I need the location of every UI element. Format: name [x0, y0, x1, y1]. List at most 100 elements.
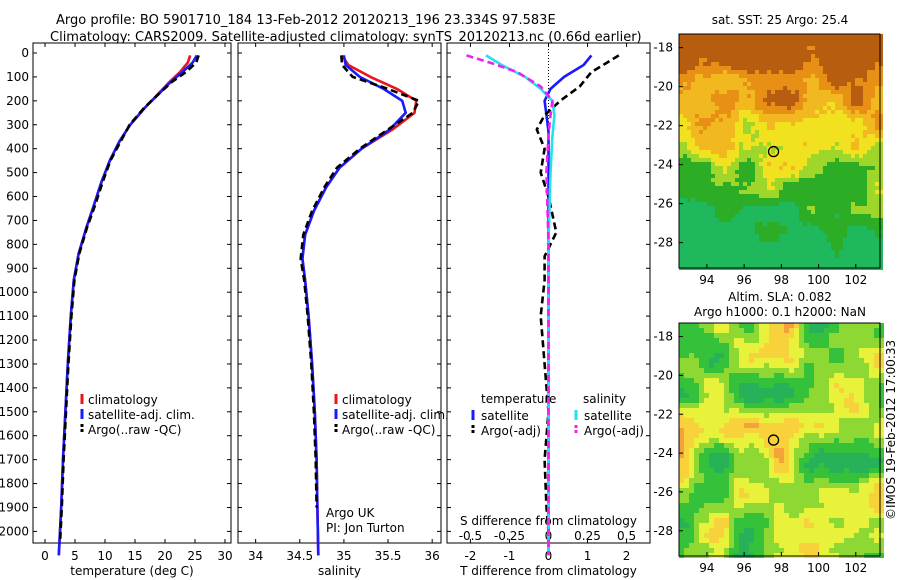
xtick-label-temperature: 30 [217, 549, 232, 563]
xlabel-salinity: salinity [318, 564, 361, 578]
map-ytick-label: -24 [653, 446, 673, 460]
map-ytick-label: -28 [653, 524, 673, 538]
xtick-s-label: 0.25 [574, 529, 601, 543]
map-ytick-label: -22 [653, 407, 673, 421]
map-ytick-label: -18 [653, 41, 673, 55]
xtick-label-salinity: 34.5 [286, 549, 313, 563]
annotation-line: PI: Jon Turton [326, 521, 405, 535]
series-difference-argo-adj- [466, 54, 554, 556]
annotation-line: Argo UK [326, 506, 375, 520]
xtick-label-difference: -2 [464, 549, 476, 563]
xtick-label-difference: 2 [623, 549, 631, 563]
ytick-label: 1000 [0, 285, 29, 299]
legend-entry-temperature: satellite-adj. clim. [88, 408, 195, 422]
legend-entry-difference: satellite [481, 409, 529, 423]
map-frame-sla_map [678, 322, 881, 557]
figure-title-line1: Argo profile: BO 5901710_184 13-Feb-2012… [56, 13, 556, 28]
map-xtick-label: 96 [736, 273, 751, 287]
ytick-label: 1200 [0, 333, 29, 347]
legend-entry-salinity: climatology [342, 393, 412, 407]
series-difference-argo-adj- [535, 54, 620, 544]
figure-title-line2: Climatology: CARS2009. Satellite-adjuste… [50, 30, 642, 45]
map-sla_map [679, 323, 884, 558]
xtick-s-label: -0.5 [459, 529, 482, 543]
legend-entry-temperature: climatology [88, 393, 158, 407]
xlabel-temperature: temperature (deg C) [70, 564, 193, 578]
xtick-label-salinity: 36 [425, 549, 440, 563]
ytick-label: 500 [6, 166, 29, 180]
ytick-label: 300 [6, 118, 29, 132]
map-xtick-label: 100 [807, 273, 830, 287]
xtick-label-salinity: 35.5 [375, 549, 402, 563]
xtick-label-difference: -1 [503, 549, 515, 563]
series-salinity-satellite-adj-clim- [301, 55, 408, 556]
map-xtick-label: 96 [736, 561, 751, 575]
legend-entry-difference: Argo(-adj) [584, 424, 644, 438]
legend-entry-difference: satellite [584, 409, 632, 423]
map-xtick-label: 102 [844, 273, 867, 287]
ytick-label: 1900 [0, 500, 29, 514]
ytick-label: 400 [6, 142, 29, 156]
map-ytick-label: -24 [653, 158, 673, 172]
map-ytick-label: -20 [653, 368, 673, 382]
legend-entry-difference: Argo(-adj) [481, 424, 541, 438]
map-title-sla: Altim. SLA: 0.082 [728, 290, 832, 304]
xtick-label-salinity: 35 [336, 549, 351, 563]
map-sst_map [679, 34, 883, 270]
ytick-label: 100 [6, 70, 29, 84]
xtick-label-temperature: 25 [187, 549, 202, 563]
ytick-label: 600 [6, 190, 29, 204]
ytick-label: 200 [6, 94, 29, 108]
argo-position-marker [767, 145, 780, 158]
xtick-s-label: 0.5 [617, 529, 636, 543]
xtick-label-temperature: 10 [97, 549, 112, 563]
panel-frame-salinity [237, 42, 442, 544]
map-title-argo-h: Argo h1000: 0.1 h2000: NaN [694, 305, 866, 319]
map-ytick-label: -26 [653, 197, 673, 211]
map-frame-sst_map [678, 33, 881, 269]
ytick-label: 1700 [0, 453, 29, 467]
map-ytick-label: -20 [653, 80, 673, 94]
map-ytick-label: -28 [653, 236, 673, 250]
map-xtick-label: 98 [774, 561, 789, 575]
legend-title-salinity: salinity [583, 392, 626, 406]
argo-position-marker [767, 434, 780, 446]
legend-entry-salinity: satellite-adj. clim. [342, 408, 449, 422]
ytick-label: 1800 [0, 477, 29, 491]
ytick-label: 1100 [0, 309, 29, 323]
map-title-sst: sat. SST: 25 Argo: 25.4 [712, 13, 849, 27]
series-salinity-argo-raw-qc- [299, 55, 421, 508]
ytick-label: 1400 [0, 381, 29, 395]
xtick-s-label: -0.25 [494, 529, 525, 543]
xtick-label-temperature: 20 [157, 549, 172, 563]
series-difference-satellite [543, 54, 593, 556]
map-ytick-label: -26 [653, 485, 673, 499]
map-xtick-label: 94 [699, 273, 714, 287]
ytick-label: 1300 [0, 357, 29, 371]
map-xtick-label: 102 [844, 561, 867, 575]
xlabel-difference: T difference from climatology [459, 564, 637, 578]
ytick-label: 1600 [0, 429, 29, 443]
xtick-label-temperature: 5 [71, 549, 79, 563]
panel-frame-temperature [32, 42, 232, 544]
ytick-label: 800 [6, 237, 29, 251]
legend-title-temperature: temperature [481, 392, 556, 406]
ytick-label: 1500 [0, 405, 29, 419]
map-ytick-label: -22 [653, 119, 673, 133]
series-temperature-argo-raw-qc- [58, 54, 200, 544]
legend-entry-temperature: Argo(..raw -QC) [88, 423, 181, 437]
legend-entry-salinity: Argo(..raw -QC) [342, 423, 435, 437]
map-xtick-label: 94 [699, 561, 714, 575]
map-ytick-label: -18 [653, 330, 673, 344]
xtick-label-difference: 1 [584, 549, 592, 563]
ytick-label: 0 [21, 46, 29, 60]
imos-timestamp: ©IMOS 19-Feb-2012 17:00:33 [884, 339, 898, 520]
xtick-label-temperature: 15 [127, 549, 142, 563]
ytick-label: 2000 [0, 524, 29, 538]
ytick-label: 900 [6, 261, 29, 275]
map-xtick-label: 100 [807, 561, 830, 575]
xtick-label-salinity: 34 [248, 549, 263, 563]
ytick-label: 700 [6, 213, 29, 227]
xtick-label-temperature: 0 [41, 549, 49, 563]
